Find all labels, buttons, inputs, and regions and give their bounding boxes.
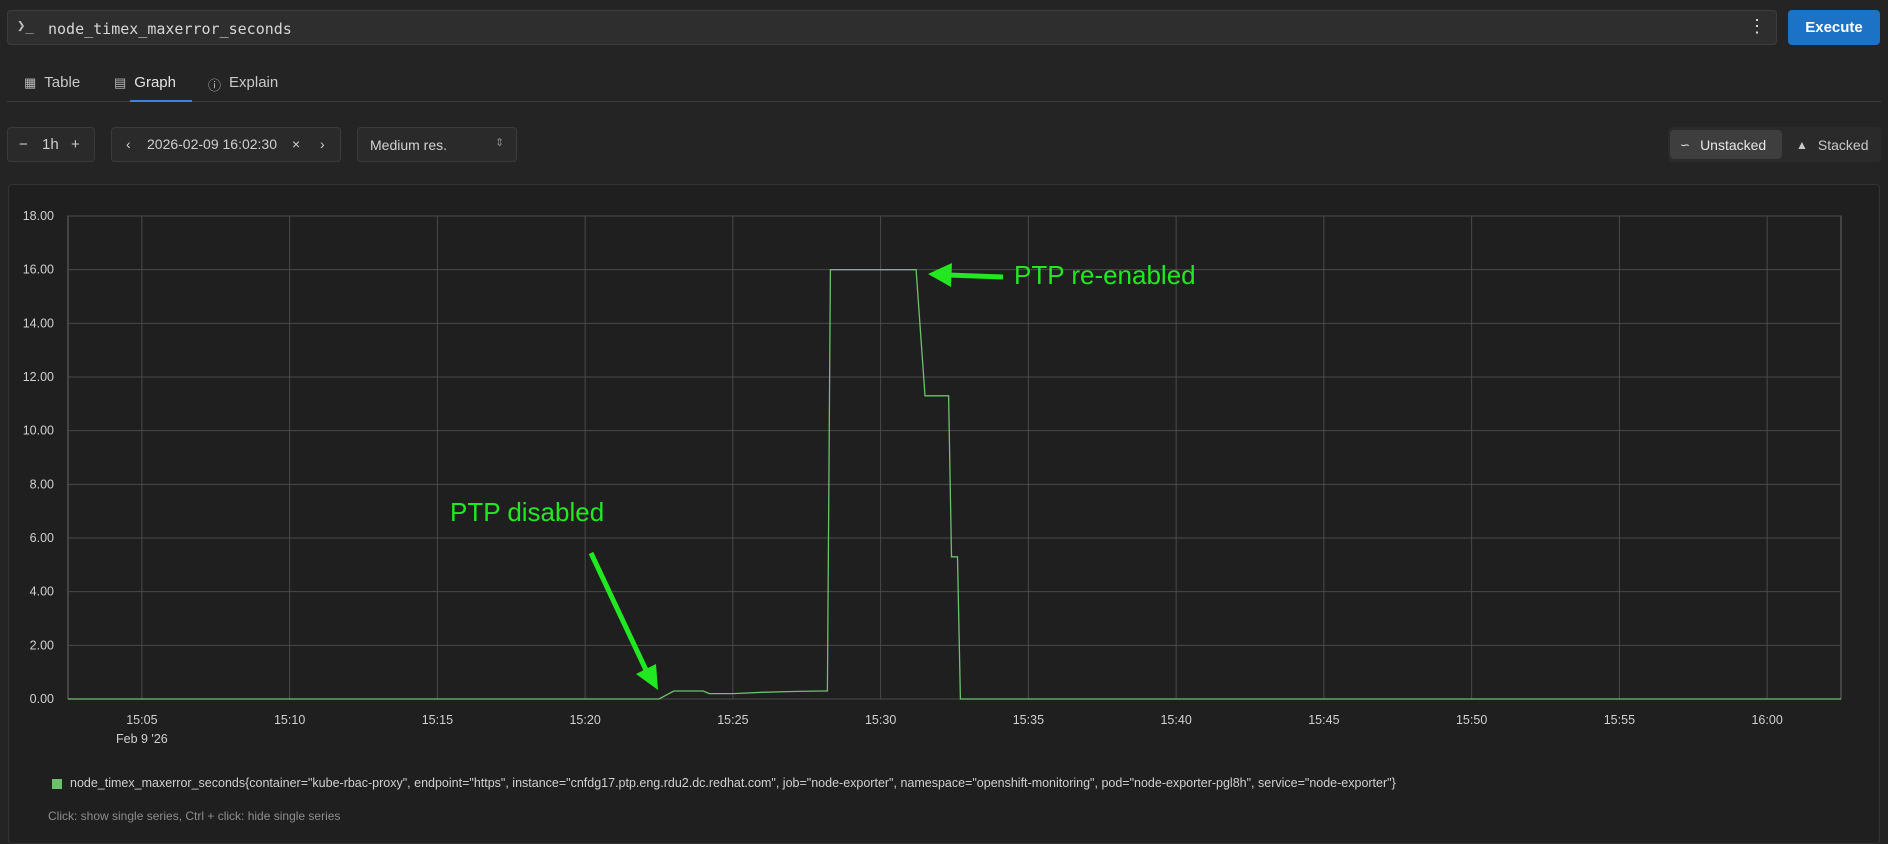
x-tick-label: 15:20 (569, 713, 600, 727)
unstacked-chart-icon: ∽ (1680, 137, 1691, 152)
x-tick-label: 15:05 (126, 713, 157, 727)
y-tick-label: 10.00 (23, 424, 54, 438)
plot-border (67, 215, 1842, 700)
execute-button[interactable]: Execute (1788, 10, 1880, 45)
tab-graph[interactable]: ▤ Graph (114, 74, 176, 102)
x-tick-label: 15:35 (1013, 713, 1044, 727)
more-options-icon[interactable]: ⋮ (1748, 16, 1766, 36)
decrease-range-button[interactable]: − (19, 136, 28, 153)
arrow-ptp-re-enabled (947, 272, 1004, 280)
tab-explain[interactable]: ⓘ Explain (208, 74, 278, 102)
arrow-ptp-disabled (588, 551, 649, 672)
query-expression-input[interactable]: node_timex_maxerror_seconds (48, 20, 292, 38)
info-icon: ⓘ (208, 78, 222, 93)
annotation-ptp-re-enabled: PTP re-enabled (1014, 260, 1196, 290)
x-tick-label: 15:40 (1160, 713, 1191, 727)
legend-series-label[interactable]: node_timex_maxerror_seconds{container="k… (70, 776, 1396, 790)
increase-range-button[interactable]: + (71, 136, 80, 153)
stacked-label: Stacked (1817, 136, 1869, 153)
tabs-divider (7, 101, 1881, 102)
stacked-button[interactable]: ▲ Stacked (1786, 130, 1880, 159)
y-tick-label: 8.00 (30, 477, 54, 491)
range-value[interactable]: 1h (42, 136, 59, 153)
x-axis-ticks: 15:05 15:10 15:15 15:20 15:25 15:30 15:35 15:40… (126, 713, 1783, 727)
select-chevron-icon: ⇕ (495, 137, 505, 149)
x-tick-label: 15:25 (717, 713, 748, 727)
resolution-value: Medium res. (370, 137, 448, 153)
range-selector: − 1h + (7, 127, 95, 162)
y-tick-label: 18.00 (23, 209, 54, 223)
graph-panel (8, 184, 1880, 844)
stack-mode-toggle: ∽ Unstacked ▲ Stacked (1668, 127, 1881, 162)
active-tab-indicator (130, 100, 192, 102)
x-tick-label: 15:55 (1604, 713, 1635, 727)
arrowhead-ptp-disabled (636, 664, 658, 690)
y-tick-label: 0.00 (30, 692, 54, 706)
chart-grid (67, 215, 1842, 700)
x-tick-label: 15:45 (1308, 713, 1339, 727)
next-time-button[interactable]: › (320, 136, 325, 152)
stacked-chart-icon: ▲ (1796, 137, 1808, 152)
y-tick-label: 16.00 (23, 263, 54, 277)
arrowhead-ptp-re-enabled (928, 263, 952, 287)
y-tick-label: 2.00 (30, 638, 54, 652)
terminal-prompt-icon: ❯_ (17, 18, 34, 34)
series-line (68, 269, 1841, 700)
tab-table-label: Table (44, 74, 81, 91)
annotation-ptp-disabled: PTP disabled (450, 497, 604, 527)
query-bar[interactable]: ❯_ node_timex_maxerror_seconds ⋮ (7, 10, 1777, 45)
clear-time-icon[interactable]: × (292, 136, 301, 152)
legend-hint: Click: show single series, Ctrl + click:… (48, 809, 341, 823)
legend-swatch[interactable] (52, 779, 62, 789)
tab-table[interactable]: ▦ Table (24, 74, 80, 102)
y-tick-label: 4.00 (30, 585, 54, 599)
unstacked-label: Unstacked (1700, 136, 1767, 153)
tab-graph-label: Graph (134, 74, 176, 91)
x-tick-label: 15:50 (1456, 713, 1487, 727)
x-tick-label: 15:10 (274, 713, 305, 727)
graph-icon: ▤ (114, 75, 127, 90)
y-tick-label: 6.00 (30, 531, 54, 545)
y-tick-label: 14.00 (23, 316, 54, 330)
x-axis-date-label: Feb 9 '26 (116, 732, 168, 746)
x-tick-label: 15:15 (422, 713, 453, 727)
tab-explain-label: Explain (229, 74, 279, 91)
previous-time-button[interactable]: ‹ (126, 136, 131, 152)
y-tick-label: 12.00 (23, 370, 54, 384)
table-icon: ▦ (24, 75, 37, 90)
x-tick-label: 16:00 (1751, 713, 1782, 727)
y-axis-ticks: 0.00 2.00 4.00 6.00 8.00 10.00 12.00 14.00 16.00… (23, 209, 54, 706)
x-tick-label: 15:30 (865, 713, 896, 727)
end-time-picker: ‹ 2026-02-09 16:02:30 × › (111, 127, 341, 162)
annotations-layer: PTP disabled PTP re-enabled (450, 260, 1196, 690)
end-time-input[interactable]: 2026-02-09 16:02:30 (147, 136, 277, 152)
unstacked-button[interactable]: ∽ Unstacked (1670, 130, 1782, 159)
resolution-select[interactable]: Medium res. ⇕ (357, 127, 517, 162)
